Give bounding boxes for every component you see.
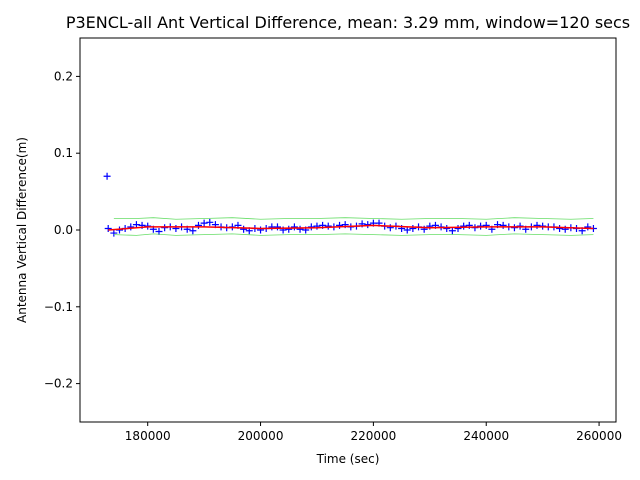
data-point xyxy=(285,225,293,233)
data-point xyxy=(200,219,208,227)
data-point xyxy=(539,222,547,230)
data-point xyxy=(127,223,135,231)
data-point xyxy=(307,223,315,231)
x-axis-label: Time (sec) xyxy=(316,452,380,466)
data-point xyxy=(161,224,169,232)
series-1-line xyxy=(108,224,594,231)
data-point xyxy=(443,224,451,232)
data-point xyxy=(324,222,332,230)
data-point xyxy=(336,221,344,229)
data-point xyxy=(403,226,411,234)
y-tick-label: −0.1 xyxy=(44,300,73,314)
series-3-line xyxy=(113,233,594,236)
chart-title: P3ENCL-all Ant Vertical Difference, mean… xyxy=(66,13,630,32)
data-point xyxy=(172,224,180,232)
plot-background xyxy=(80,38,616,422)
x-tick-label: 200000 xyxy=(238,429,284,443)
data-point xyxy=(273,223,281,231)
data-point xyxy=(409,224,417,232)
data-point xyxy=(533,221,541,229)
data-point xyxy=(556,224,564,232)
data-point xyxy=(364,221,372,229)
data-point xyxy=(426,222,434,230)
data-point xyxy=(206,218,214,226)
x-tick-label: 260000 xyxy=(576,429,622,443)
data-point xyxy=(454,224,462,232)
x-tick-label: 240000 xyxy=(463,429,509,443)
data-point xyxy=(460,222,468,230)
data-point xyxy=(482,221,490,229)
data-point xyxy=(448,227,456,235)
y-tick-label: 0.2 xyxy=(54,69,73,83)
data-point xyxy=(132,221,140,229)
data-point xyxy=(584,223,592,231)
y-tick-label: −0.2 xyxy=(44,377,73,391)
data-point xyxy=(499,221,507,229)
data-point xyxy=(189,227,197,235)
x-tick-label: 220000 xyxy=(350,429,396,443)
data-point xyxy=(477,222,485,230)
data-point xyxy=(144,222,152,230)
series-2-line xyxy=(113,217,594,220)
data-point xyxy=(110,229,118,237)
axes-layer: 180000 200000 220000 240000 260000 −0.2 −0.1 0.… xyxy=(44,69,622,443)
series-layer xyxy=(103,172,597,237)
data-point xyxy=(257,226,265,234)
data-point xyxy=(194,221,202,229)
x-tick-label: 180000 xyxy=(125,429,171,443)
data-point xyxy=(296,225,304,233)
data-point xyxy=(104,224,112,232)
plot-frame xyxy=(79,37,617,423)
data-point xyxy=(103,172,111,180)
y-tick-label: 0.0 xyxy=(54,223,73,237)
data-point xyxy=(240,225,248,233)
y-tick-label: 0.1 xyxy=(54,146,73,160)
data-point xyxy=(313,222,321,230)
data-point xyxy=(516,222,524,230)
y-axis-label: Antenna Vertical Difference(m) xyxy=(15,137,29,323)
data-point xyxy=(510,224,518,232)
data-point xyxy=(290,223,298,231)
